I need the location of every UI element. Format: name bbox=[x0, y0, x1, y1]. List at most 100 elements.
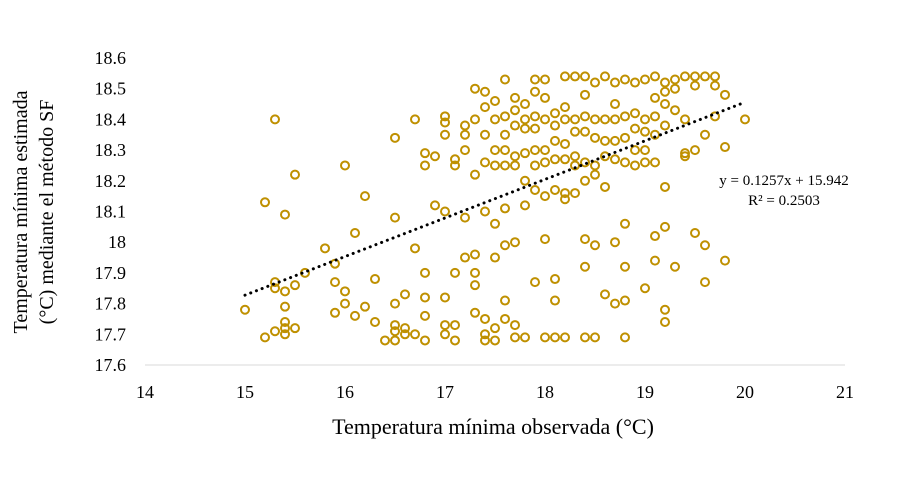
data-point bbox=[450, 154, 460, 165]
data-point bbox=[500, 111, 510, 122]
data-point bbox=[670, 105, 680, 116]
data-point bbox=[420, 335, 430, 346]
data-point bbox=[580, 126, 590, 137]
data-point bbox=[330, 277, 340, 288]
data-point bbox=[570, 151, 580, 162]
data-point bbox=[470, 114, 480, 125]
data-point bbox=[690, 227, 700, 238]
data-point bbox=[570, 71, 580, 82]
data-point bbox=[540, 234, 550, 245]
data-point bbox=[690, 80, 700, 91]
data-point bbox=[360, 191, 370, 202]
y-axis-title-line-2: (°C) mediante el método SF bbox=[36, 100, 58, 325]
data-point bbox=[720, 255, 730, 266]
x-tick-label: 20 bbox=[736, 382, 754, 402]
data-point bbox=[490, 335, 500, 346]
data-point bbox=[720, 89, 730, 100]
data-point bbox=[550, 185, 560, 196]
data-point bbox=[280, 329, 290, 340]
data-point bbox=[700, 277, 710, 288]
data-point bbox=[340, 298, 350, 309]
data-point bbox=[280, 209, 290, 220]
data-point bbox=[480, 335, 490, 346]
data-point bbox=[240, 304, 250, 315]
data-point bbox=[690, 145, 700, 156]
data-point bbox=[550, 154, 560, 165]
data-point bbox=[540, 157, 550, 168]
data-point bbox=[630, 108, 640, 119]
data-point bbox=[660, 77, 670, 88]
data-point bbox=[560, 102, 570, 113]
data-point bbox=[580, 261, 590, 272]
x-tick-label: 14 bbox=[136, 382, 154, 402]
data-point bbox=[350, 310, 360, 321]
data-point bbox=[660, 181, 670, 192]
data-point bbox=[630, 145, 640, 156]
data-point bbox=[390, 320, 400, 331]
data-point bbox=[490, 323, 500, 334]
data-point bbox=[420, 310, 430, 321]
data-point bbox=[600, 135, 610, 146]
data-point bbox=[520, 332, 530, 343]
y-tick-label: 18.3 bbox=[95, 140, 127, 160]
r-squared-label: R² = 0.2503 bbox=[748, 193, 820, 209]
data-point bbox=[500, 203, 510, 214]
data-point bbox=[530, 74, 540, 85]
data-point bbox=[670, 74, 680, 85]
data-point bbox=[420, 160, 430, 171]
data-point bbox=[510, 105, 520, 116]
data-point bbox=[510, 332, 520, 343]
y-tick-label: 17.6 bbox=[95, 355, 127, 375]
data-point bbox=[740, 114, 750, 125]
y-tick-label: 18.4 bbox=[95, 109, 127, 129]
data-point bbox=[640, 126, 650, 137]
data-point bbox=[400, 289, 410, 300]
data-point bbox=[450, 160, 460, 171]
data-point bbox=[370, 317, 380, 328]
data-point bbox=[590, 114, 600, 125]
data-point bbox=[530, 123, 540, 134]
data-point bbox=[480, 206, 490, 217]
data-point bbox=[650, 255, 660, 266]
data-point bbox=[680, 71, 690, 82]
data-point bbox=[650, 231, 660, 242]
y-tick-label: 18.6 bbox=[95, 48, 127, 68]
data-point bbox=[550, 295, 560, 306]
y-tick-label: 17.9 bbox=[95, 263, 127, 283]
y-tick-label: 18.5 bbox=[95, 79, 127, 99]
data-point bbox=[440, 320, 450, 331]
data-point bbox=[620, 74, 630, 85]
data-point bbox=[470, 267, 480, 278]
data-point bbox=[710, 71, 720, 82]
data-point bbox=[520, 114, 530, 125]
data-point bbox=[480, 129, 490, 140]
x-axis: 14 15 16 17 18 19 20 21 bbox=[136, 382, 854, 402]
data-point bbox=[480, 157, 490, 168]
data-point bbox=[590, 332, 600, 343]
data-point bbox=[350, 227, 360, 238]
data-point bbox=[660, 221, 670, 232]
data-point bbox=[540, 92, 550, 103]
data-point bbox=[520, 175, 530, 186]
data-point bbox=[580, 157, 590, 168]
data-point bbox=[360, 301, 370, 312]
data-point bbox=[580, 175, 590, 186]
data-points bbox=[240, 71, 750, 346]
data-point bbox=[600, 181, 610, 192]
data-point bbox=[280, 317, 290, 328]
data-point bbox=[530, 145, 540, 156]
y-tick-label: 18.1 bbox=[95, 202, 127, 222]
x-tick-label: 17 bbox=[436, 382, 454, 402]
data-point bbox=[620, 157, 630, 168]
data-point bbox=[390, 212, 400, 223]
data-point bbox=[440, 129, 450, 140]
data-point bbox=[550, 120, 560, 131]
data-point bbox=[480, 313, 490, 324]
data-point bbox=[280, 286, 290, 297]
data-point bbox=[440, 206, 450, 217]
data-point bbox=[550, 135, 560, 146]
data-point bbox=[710, 80, 720, 91]
data-point bbox=[470, 249, 480, 260]
trendline bbox=[243, 100, 747, 297]
data-point bbox=[410, 243, 420, 254]
